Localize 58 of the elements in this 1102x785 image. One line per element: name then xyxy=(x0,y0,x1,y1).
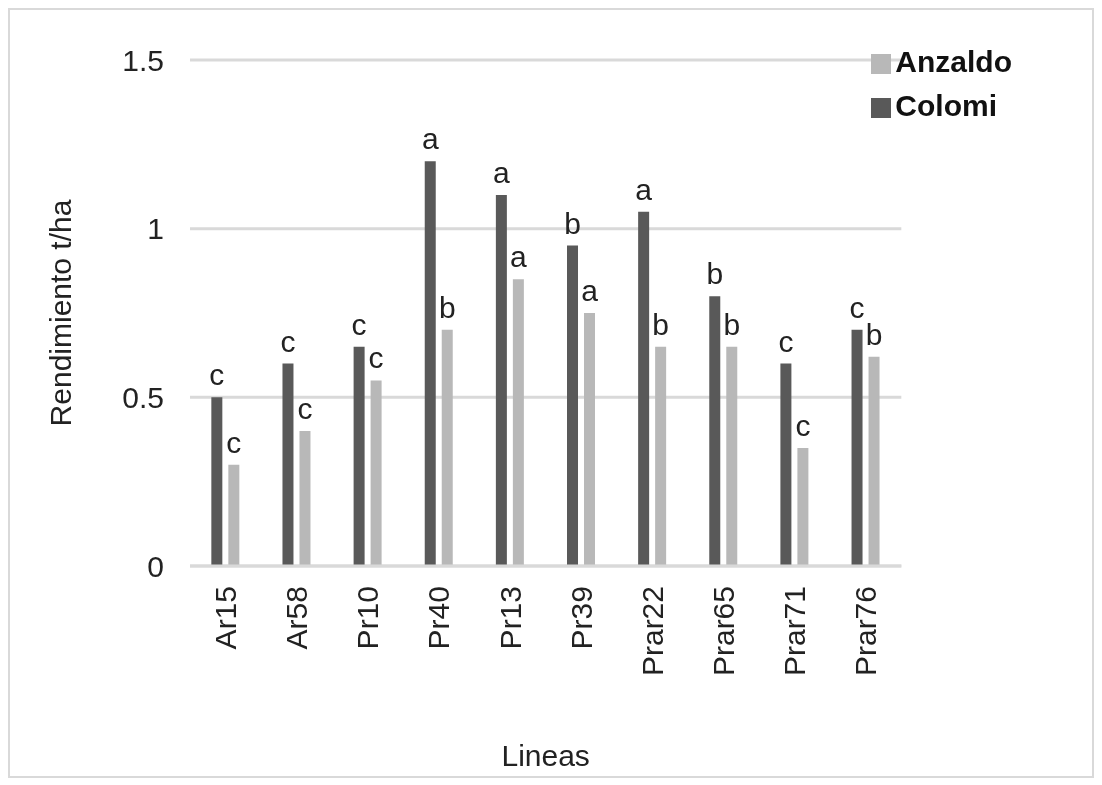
bar xyxy=(780,363,792,566)
bar xyxy=(868,356,880,566)
x-tick-label: Prar71 xyxy=(778,586,812,677)
bar xyxy=(638,211,650,566)
y-tick-label: 1 xyxy=(147,212,164,246)
legend-label: Colomi xyxy=(895,89,997,122)
bar xyxy=(512,279,524,566)
data-label: b xyxy=(706,257,724,291)
bar xyxy=(299,431,311,566)
x-tick-label: Pr40 xyxy=(422,586,456,650)
x-tick-label: Prar76 xyxy=(849,586,883,677)
x-tick-label: Pr13 xyxy=(493,586,527,650)
data-label: a xyxy=(510,240,528,274)
bar xyxy=(353,346,365,566)
data-label: a xyxy=(493,155,511,189)
data-label: c xyxy=(849,290,865,324)
bar xyxy=(709,296,721,566)
x-tick-label: Prar22 xyxy=(635,586,669,677)
data-label: a xyxy=(421,122,439,156)
bar xyxy=(495,194,507,566)
bar xyxy=(282,363,294,566)
data-label: c xyxy=(368,341,384,375)
bar xyxy=(211,397,223,566)
data-label: a xyxy=(581,274,599,307)
bar xyxy=(851,329,863,566)
bar xyxy=(726,346,738,566)
data-label: c xyxy=(351,307,367,341)
y-axis-title: Rendimiento t/ha xyxy=(43,199,77,427)
data-label: c xyxy=(226,425,242,459)
data-label: b xyxy=(723,307,741,341)
data-label: c xyxy=(778,324,794,358)
data-label: c xyxy=(297,392,313,426)
bar xyxy=(228,464,240,566)
bar xyxy=(424,161,436,566)
legend-label: Anzaldo xyxy=(895,45,1012,78)
data-label: c xyxy=(209,358,225,392)
x-tick-label: Pr10 xyxy=(351,586,385,650)
x-tick-label: Ar58 xyxy=(280,586,314,650)
data-label: c xyxy=(280,324,296,358)
x-axis-title: Lineas xyxy=(501,739,590,772)
bar xyxy=(655,346,667,566)
x-tick-label: Ar15 xyxy=(209,586,243,650)
y-tick-label: 0.5 xyxy=(122,380,164,414)
bar xyxy=(567,245,578,566)
data-label: b xyxy=(438,290,456,324)
x-tick-label: Prar65 xyxy=(707,586,740,677)
data-label: b xyxy=(865,317,883,351)
bar xyxy=(370,380,382,566)
bar xyxy=(797,447,809,566)
data-label: c xyxy=(795,408,811,442)
data-label: a xyxy=(635,172,653,206)
data-label: b xyxy=(564,206,581,240)
bar xyxy=(441,329,453,566)
data-label: b xyxy=(652,307,669,341)
y-tick-label: 1.5 xyxy=(122,43,164,77)
y-tick-label: 0 xyxy=(147,549,164,583)
bar xyxy=(584,313,595,566)
x-tick-label: Pr39 xyxy=(564,586,598,650)
